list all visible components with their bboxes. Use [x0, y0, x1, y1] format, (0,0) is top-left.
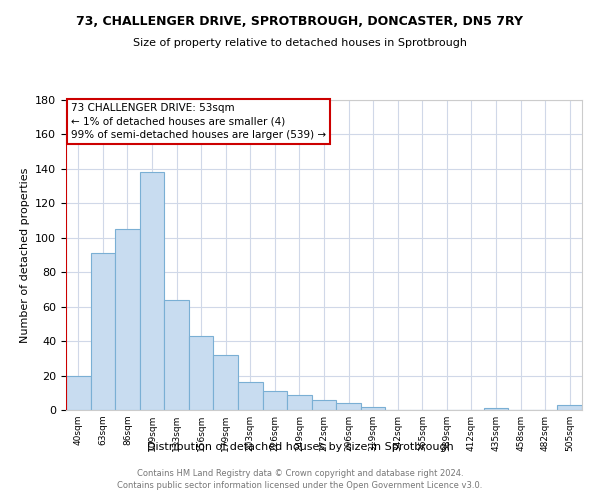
Bar: [164, 300, 189, 410]
Bar: [238, 382, 263, 410]
Text: Size of property relative to detached houses in Sprotbrough: Size of property relative to detached ho…: [133, 38, 467, 48]
Text: Distribution of detached houses by size in Sprotbrough: Distribution of detached houses by size …: [146, 442, 454, 452]
Bar: [115, 229, 140, 410]
Bar: [189, 336, 214, 410]
Bar: [214, 355, 238, 410]
Text: 73, CHALLENGER DRIVE, SPROTBROUGH, DONCASTER, DN5 7RY: 73, CHALLENGER DRIVE, SPROTBROUGH, DONCA…: [77, 15, 523, 28]
Bar: [484, 408, 508, 410]
Bar: [557, 405, 582, 410]
Bar: [263, 391, 287, 410]
Text: 73 CHALLENGER DRIVE: 53sqm
← 1% of detached houses are smaller (4)
99% of semi-d: 73 CHALLENGER DRIVE: 53sqm ← 1% of detac…: [71, 104, 326, 140]
Text: Contains HM Land Registry data © Crown copyright and database right 2024.
Contai: Contains HM Land Registry data © Crown c…: [118, 468, 482, 490]
Bar: [91, 254, 115, 410]
Bar: [312, 400, 336, 410]
Bar: [336, 403, 361, 410]
Bar: [140, 172, 164, 410]
Y-axis label: Number of detached properties: Number of detached properties: [20, 168, 29, 342]
Bar: [361, 406, 385, 410]
Bar: [287, 394, 312, 410]
Bar: [66, 376, 91, 410]
